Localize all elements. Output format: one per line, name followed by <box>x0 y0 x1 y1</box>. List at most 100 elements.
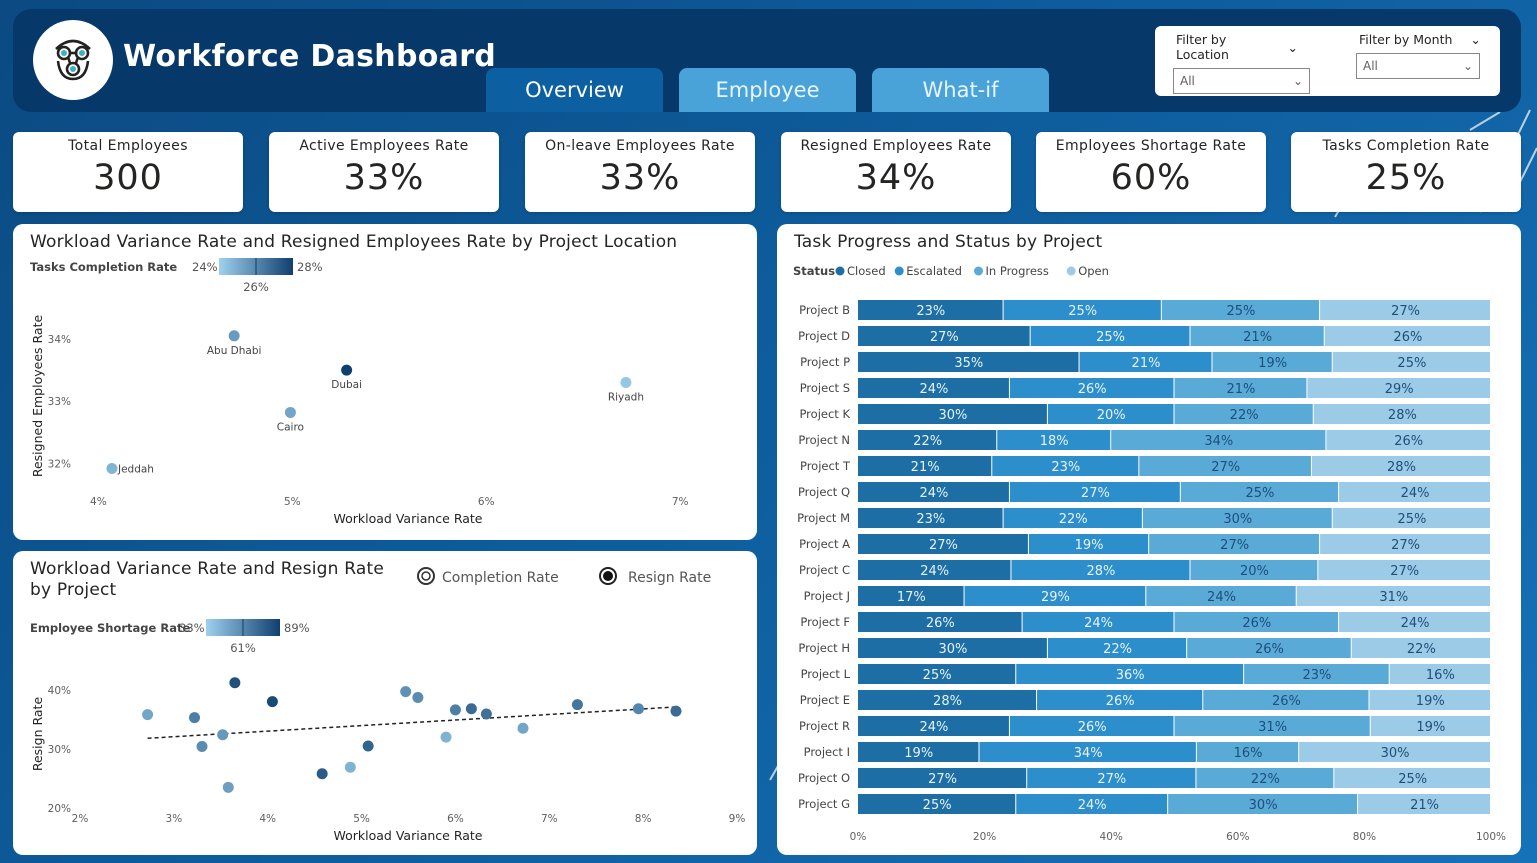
chevron-down-icon[interactable]: ⌄ <box>1287 39 1298 55</box>
bar-segment <box>1358 794 1490 814</box>
category-label: Project C <box>799 563 850 577</box>
data-label: 20% <box>1240 564 1269 579</box>
x-tick-label: 100% <box>1476 831 1506 843</box>
bar-segment <box>1030 326 1190 346</box>
data-label: 24% <box>920 564 949 579</box>
data-label: 35% <box>954 356 983 371</box>
data-label: 29% <box>1385 382 1414 397</box>
data-label: 19% <box>1416 694 1445 709</box>
x-tick-label: 20% <box>973 831 996 843</box>
category-label: Project R <box>799 719 850 733</box>
month-filter[interactable]: Filter by Month ⌄ All ⌄ <box>1356 32 1481 79</box>
legend-marker <box>835 266 845 276</box>
bar-segment <box>1028 534 1149 554</box>
data-label: 30% <box>938 408 967 423</box>
data-point <box>284 406 296 418</box>
x-tick-label: 0% <box>850 831 867 843</box>
x-tick-label: 4% <box>259 813 276 825</box>
data-label: 23% <box>916 304 945 319</box>
bar-segment <box>1161 300 1320 320</box>
data-label: 21% <box>1227 382 1256 397</box>
bar-segment <box>1016 794 1168 814</box>
bar-segment <box>1047 404 1174 424</box>
bar-segment <box>858 638 1047 658</box>
category-label: Project F <box>800 615 850 629</box>
location-filter-select[interactable]: All ⌄ <box>1173 68 1310 94</box>
bar-segment <box>858 430 997 450</box>
bar-segment <box>858 768 1027 788</box>
data-label: 25% <box>1096 330 1125 345</box>
bar-segment <box>1027 768 1196 788</box>
data-label: 26% <box>1393 330 1422 345</box>
data-label: 27% <box>1390 564 1419 579</box>
app-logo <box>33 20 113 100</box>
data-label: 21% <box>1132 356 1161 371</box>
kpi-value: 25% <box>1365 158 1447 198</box>
tab-overview[interactable]: Overview <box>486 68 663 112</box>
data-label: 27% <box>1211 460 1240 475</box>
x-tick-label: 9% <box>729 813 746 825</box>
color-legend-min: 24% <box>192 260 218 274</box>
kpi-card: Employees Shortage Rate 60% <box>1036 132 1266 212</box>
category-label: Project I <box>804 745 850 759</box>
data-label: 26% <box>1255 642 1284 657</box>
bar-segment <box>1299 742 1490 762</box>
data-point <box>229 677 241 689</box>
legend-label: Escalated <box>906 264 962 278</box>
tab-what-if[interactable]: What-if <box>872 68 1049 112</box>
data-label: 23% <box>1051 460 1080 475</box>
bar-segment <box>964 586 1146 606</box>
data-label: 30% <box>1381 746 1410 761</box>
data-label: 27% <box>929 538 958 553</box>
chevron-down-icon[interactable]: ⌄ <box>1470 32 1481 47</box>
x-tick-label: 6% <box>478 496 495 508</box>
data-label: 24% <box>920 486 949 501</box>
kpi-card: Active Employees Rate 33% <box>269 132 499 212</box>
bar-segment <box>858 482 1009 502</box>
y-tick-label: 34% <box>48 334 71 346</box>
data-label: 19% <box>1416 720 1445 735</box>
bar-segment <box>1174 378 1307 398</box>
data-label: 28% <box>1388 408 1417 423</box>
category-label: Project Q <box>798 485 850 499</box>
data-label: 21% <box>1243 330 1272 345</box>
radio-button <box>599 567 617 585</box>
data-label: 25% <box>923 798 952 813</box>
bar-segment <box>1339 482 1490 502</box>
data-point <box>266 696 278 708</box>
data-label: 30% <box>1249 798 1278 813</box>
tab-employee[interactable]: Employee <box>679 68 856 112</box>
data-point <box>217 729 229 741</box>
bar-segment <box>992 456 1139 476</box>
bar-segment <box>858 716 1009 736</box>
data-point <box>142 709 154 721</box>
color-legend-mid: 26% <box>243 280 269 294</box>
bar-segment <box>1168 794 1358 814</box>
color-legend-title: Employee Shortage Rate <box>30 621 190 635</box>
x-tick-label: 8% <box>635 813 652 825</box>
bar-segment <box>1009 482 1180 502</box>
data-point <box>517 722 529 734</box>
bar-segment <box>1324 326 1490 346</box>
data-label: 22% <box>1059 512 1088 527</box>
bar-segment <box>1047 638 1187 658</box>
data-label: 25% <box>1397 356 1426 371</box>
data-label: 26% <box>1242 616 1271 631</box>
legend-label: In Progress <box>986 264 1049 278</box>
kpi-value: 33% <box>599 158 681 198</box>
data-label: 22% <box>1230 408 1259 423</box>
kpi-label: Resigned Employees Rate <box>800 138 992 154</box>
bar-segment <box>858 690 1037 710</box>
task-progress-panel: Task Progress and Status by Project Stat… <box>777 224 1521 855</box>
legend-title: Status <box>793 264 835 278</box>
data-label: 21% <box>1410 798 1439 813</box>
month-filter-select[interactable]: All ⌄ <box>1356 53 1480 79</box>
x-tick-label: 4% <box>90 496 107 508</box>
kpi-label: On-leave Employees Rate <box>545 138 735 154</box>
bar-segment <box>858 300 1003 320</box>
data-point <box>480 708 492 720</box>
location-filter[interactable]: Filter by Location ⌄ All ⌄ <box>1173 32 1310 94</box>
point-label: Dubai <box>331 379 362 391</box>
data-point <box>222 781 234 793</box>
bar-segment <box>858 456 992 476</box>
